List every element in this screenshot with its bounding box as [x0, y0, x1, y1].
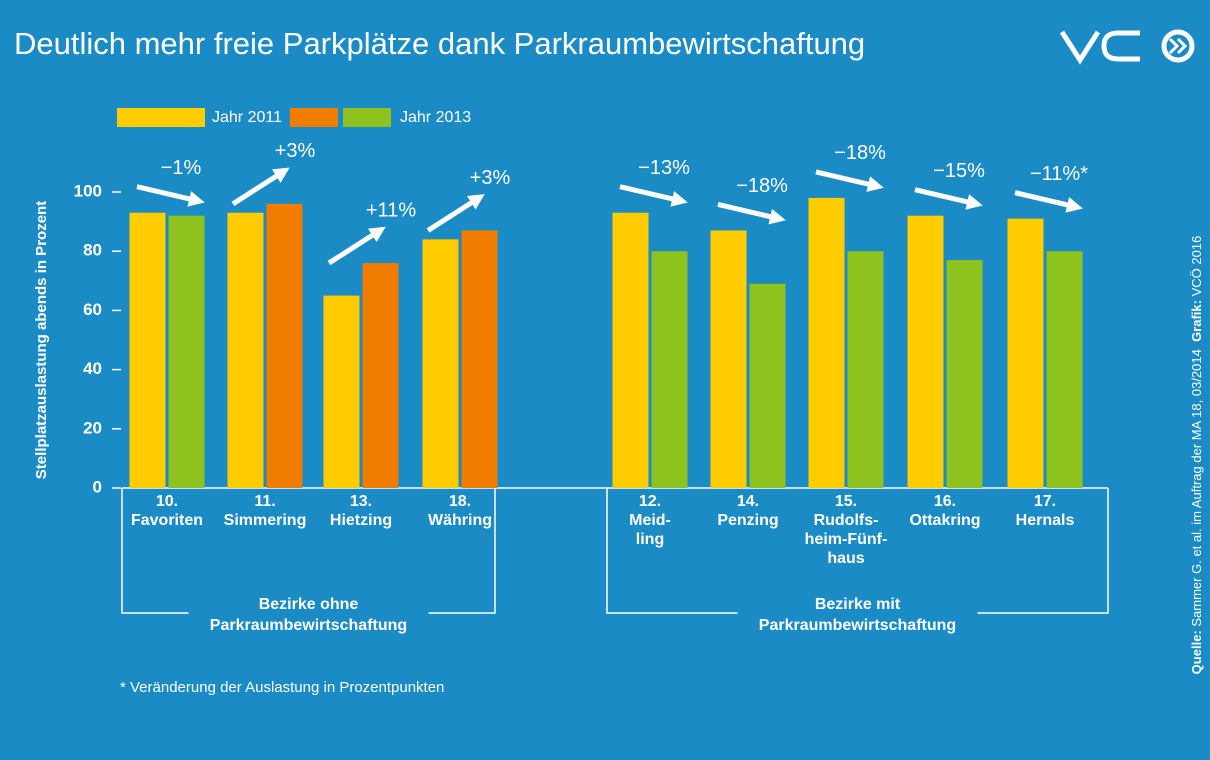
x-tick-label: Rudolfs-	[814, 512, 879, 529]
y-tick-label: 20	[83, 418, 102, 437]
x-tick-label: heim-Fünf-	[805, 531, 888, 548]
x-tick-label: 16.	[934, 493, 956, 510]
change-label: −18%	[736, 175, 788, 197]
y-tick-label: 80	[83, 241, 102, 260]
legend-label: Jahr 2011	[212, 109, 282, 126]
y-tick-label: 60	[83, 300, 102, 319]
x-tick-label: haus	[827, 550, 864, 567]
x-tick-label: Hietzing	[330, 512, 392, 529]
group-label: Parkraumbewirtschaftung	[759, 617, 956, 634]
group-label-bg	[737, 599, 978, 643]
change-arrow	[914, 187, 983, 210]
x-tick-label: Simmering	[224, 512, 307, 529]
x-tick-label: Penzing	[717, 512, 778, 529]
x-tick-label: Hernals	[1016, 512, 1075, 529]
group-label: Parkraumbewirtschaftung	[210, 617, 407, 634]
legend-swatch	[117, 108, 205, 127]
x-tick-label: 18.	[449, 493, 471, 510]
bar	[710, 230, 747, 489]
x-tick-label: ling	[636, 531, 664, 548]
x-tick-label: 11.	[254, 493, 275, 510]
change-arrow	[815, 169, 884, 192]
x-tick-label: 15.	[835, 493, 857, 510]
x-tick-label: Ottakring	[909, 512, 980, 529]
x-tick-label: 17.	[1034, 493, 1056, 510]
bar	[749, 283, 786, 488]
logo	[1059, 29, 1195, 65]
bar	[907, 215, 944, 488]
bar	[422, 239, 459, 488]
bar	[651, 251, 688, 488]
change-label: +11%	[366, 199, 416, 221]
x-tick-label: Meid-	[629, 512, 671, 529]
change-label: −1%	[161, 157, 202, 179]
x-tick-label: 10.	[156, 493, 178, 510]
group-label: Bezirke ohne	[259, 596, 359, 613]
change-label: −11%*	[1030, 163, 1088, 185]
source-part: Sammer G. et al. im Auftrag der MA 18, 0…	[1189, 342, 1204, 630]
change-arrow	[619, 184, 688, 207]
bar	[362, 263, 399, 488]
change-label: +3%	[275, 140, 316, 162]
x-tick-label: 12.	[639, 493, 661, 510]
bar	[612, 212, 649, 488]
bar	[168, 215, 205, 488]
change-arrow	[717, 202, 786, 225]
legend-label: Jahr 2013	[400, 109, 471, 126]
bar	[808, 197, 845, 489]
bar	[1007, 218, 1044, 488]
change-label: −15%	[933, 160, 985, 182]
bar	[847, 251, 884, 488]
bar	[323, 295, 360, 488]
y-tick-label: 100	[74, 181, 102, 200]
change-arrow	[231, 167, 290, 206]
change-label: −18%	[834, 142, 886, 164]
bar	[1046, 251, 1083, 488]
bar	[266, 203, 303, 488]
bar	[946, 260, 983, 488]
chart-title: Deutlich mehr freie Parkplätze dank Park…	[14, 26, 865, 61]
bar	[129, 212, 166, 488]
y-tick-label: 0	[93, 477, 102, 496]
y-axis-label: Stellplatzauslastung abends in Prozent	[33, 201, 50, 479]
bar	[461, 230, 498, 489]
change-label: +3%	[470, 167, 511, 189]
legend-swatch	[343, 108, 391, 127]
x-tick-label: 14.	[737, 493, 759, 510]
bar	[227, 212, 264, 488]
change-arrow	[327, 226, 386, 266]
x-tick-label: Währing	[428, 512, 492, 529]
change-arrow	[1014, 190, 1083, 213]
x-tick-label: 13.	[350, 493, 372, 510]
group-label: Bezirke mit	[815, 596, 901, 613]
source-part: VCÖ 2016	[1189, 236, 1204, 300]
source-part: Quelle:	[1189, 630, 1204, 674]
legend-swatch	[290, 108, 338, 127]
x-tick-label: Favoriten	[131, 512, 203, 529]
source-part: Grafik:	[1189, 300, 1204, 342]
group-label-bg	[188, 599, 429, 643]
change-arrow	[426, 194, 485, 233]
change-label: −13%	[638, 157, 690, 179]
footnote: * Veränderung der Auslastung in Prozentp…	[120, 679, 444, 696]
change-arrow	[136, 184, 205, 207]
source: Quelle: Sammer G. et al. im Auftrag der …	[1189, 236, 1204, 675]
y-tick-label: 40	[83, 359, 102, 378]
